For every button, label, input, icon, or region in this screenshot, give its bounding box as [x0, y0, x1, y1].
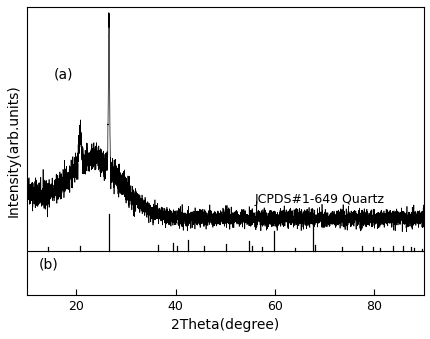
Y-axis label: Intensity(arb.units): Intensity(arb.units): [7, 84, 21, 217]
X-axis label: 2Theta(degree): 2Theta(degree): [171, 318, 279, 332]
Text: (b): (b): [39, 258, 58, 272]
Text: (a): (a): [54, 68, 73, 82]
Text: JCPDS#1-649 Quartz: JCPDS#1-649 Quartz: [255, 193, 384, 205]
